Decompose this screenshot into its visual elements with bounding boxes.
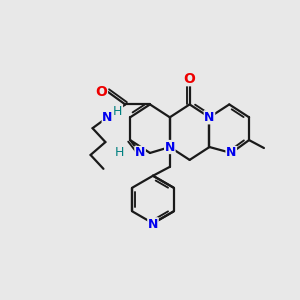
Text: O: O	[95, 85, 107, 98]
Text: N: N	[165, 140, 175, 154]
Text: H: H	[112, 105, 122, 118]
Text: N: N	[165, 140, 175, 154]
Text: N: N	[135, 146, 145, 160]
Text: N: N	[148, 218, 158, 231]
Text: H: H	[112, 105, 122, 118]
Text: N: N	[226, 146, 236, 160]
Text: O: O	[184, 72, 196, 86]
Text: N: N	[135, 146, 145, 160]
Text: N: N	[102, 111, 112, 124]
Text: H: H	[115, 146, 124, 160]
Text: N: N	[204, 111, 214, 124]
Text: O: O	[95, 85, 107, 98]
Text: N: N	[204, 111, 214, 124]
Text: N: N	[148, 218, 158, 231]
Text: N: N	[226, 146, 236, 160]
Text: O: O	[184, 72, 196, 86]
Text: H: H	[114, 146, 124, 160]
Text: N: N	[102, 111, 112, 124]
